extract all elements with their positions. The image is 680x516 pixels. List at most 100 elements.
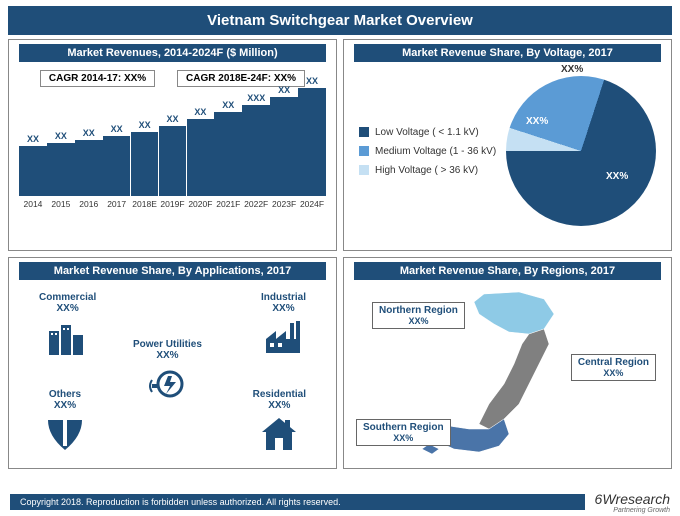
bar-value: XX <box>139 120 151 130</box>
legend-item: High Voltage ( > 36 kV) <box>359 165 496 176</box>
bar-label: 2014 <box>23 199 42 209</box>
pie-label-low: XX% <box>606 171 628 182</box>
app-others: Others XX% <box>44 389 86 455</box>
pie-chart <box>506 76 656 226</box>
logo: 6Wresearch Partnering Growth <box>595 491 670 514</box>
bar-label: 2018E <box>132 199 157 209</box>
bar-item: XX 2019F <box>159 114 187 209</box>
bar <box>159 126 187 196</box>
panel-revenues: Market Revenues, 2014-2024F ($ Million) … <box>8 39 337 251</box>
cagr-2014-17: CAGR 2014-17: XX% <box>40 70 155 87</box>
bar-label: 2023F <box>272 199 296 209</box>
industrial-icon <box>262 316 304 358</box>
bar-item: XX 2015 <box>47 131 75 209</box>
map-label-south: Southern Region XX% <box>356 419 451 446</box>
bar-value: XX <box>306 76 318 86</box>
map-area: Northern Region XX% Central Region XX% S… <box>344 284 671 459</box>
bar-value: XXX <box>247 93 265 103</box>
app-residential-pct: XX% <box>253 400 306 411</box>
legend-item: Low Voltage ( < 1.1 kV) <box>359 127 496 138</box>
bar-label: 2017 <box>107 199 126 209</box>
pie-label-med: XX% <box>526 116 548 127</box>
main-title: Vietnam Switchgear Market Overview <box>8 6 672 35</box>
bar-item: XX 2018E <box>131 120 159 209</box>
power-icon <box>146 363 188 405</box>
bar-label: 2021F <box>216 199 240 209</box>
bar <box>131 132 159 196</box>
app-industrial-label: Industrial <box>261 292 306 303</box>
bar-label: 2020F <box>188 199 212 209</box>
panel-regions-title: Market Revenue Share, By Regions, 2017 <box>354 262 661 280</box>
bar-item: XX 2017 <box>103 124 131 209</box>
voltage-legend: Low Voltage ( < 1.1 kV) Medium Voltage (1… <box>359 119 496 184</box>
app-residential-label: Residential <box>253 389 306 400</box>
app-power: Power Utilities XX% <box>133 339 202 405</box>
copyright-text: Copyright 2018. Reproduction is forbidde… <box>10 494 585 510</box>
legend-label: Medium Voltage (1 - 36 kV) <box>375 146 496 157</box>
bar-item: XXX 2022F <box>242 93 270 209</box>
bar-value: XX <box>111 124 123 134</box>
bar-label: 2016 <box>79 199 98 209</box>
bar-item: XX 2023F <box>270 85 298 209</box>
pie-container: XX% XX% XX% <box>506 76 656 226</box>
bar <box>187 119 215 196</box>
logo-text: 6Wresearch <box>595 491 670 507</box>
app-power-pct: XX% <box>133 350 202 361</box>
bar <box>75 140 103 196</box>
residential-icon <box>258 413 300 455</box>
map-label-north-name: Northern Region <box>379 305 458 316</box>
bar-item: XX 2020F <box>187 107 215 209</box>
bar-chart: XX 2014XX 2015XX 2016XX 2017XX 2018EXX 2… <box>9 89 336 209</box>
bar-item: XX 2016 <box>75 128 103 209</box>
app-power-label: Power Utilities <box>133 339 202 350</box>
bar-value: XX <box>222 100 234 110</box>
bar-value: XX <box>55 131 67 141</box>
bar-value: XX <box>278 85 290 95</box>
bar-label: 2022F <box>244 199 268 209</box>
legend-item: Medium Voltage (1 - 36 kV) <box>359 146 496 157</box>
panel-grid: Market Revenues, 2014-2024F ($ Million) … <box>0 39 680 469</box>
legend-swatch <box>359 146 369 156</box>
bar-value: XX <box>166 114 178 124</box>
app-industrial: Industrial XX% <box>261 292 306 358</box>
app-others-label: Others <box>44 389 86 400</box>
footer: Copyright 2018. Reproduction is forbidde… <box>0 488 680 516</box>
bar-item: XX 2024F <box>298 76 326 209</box>
legend-label: Low Voltage ( < 1.1 kV) <box>375 127 479 138</box>
bar <box>298 88 326 196</box>
others-icon <box>44 413 86 455</box>
app-residential: Residential XX% <box>253 389 306 455</box>
bar <box>19 146 47 196</box>
logo-tagline: Partnering Growth <box>595 507 670 514</box>
applications-area: Commercial XX% Industrial XX% Power Util… <box>9 284 336 459</box>
bar-value: XX <box>194 107 206 117</box>
bar-label: 2019F <box>160 199 184 209</box>
map-label-south-name: Southern Region <box>363 422 444 433</box>
legend-label: High Voltage ( > 36 kV) <box>375 165 478 176</box>
panel-regions: Market Revenue Share, By Regions, 2017 N… <box>343 257 672 469</box>
map-label-north-pct: XX% <box>379 316 458 326</box>
map-label-north: Northern Region XX% <box>372 302 465 329</box>
bar <box>103 136 131 196</box>
map-label-south-pct: XX% <box>363 433 444 443</box>
bar-label: 2024F <box>300 199 324 209</box>
panel-revenues-title: Market Revenues, 2014-2024F ($ Million) <box>19 44 326 62</box>
bar-label: 2015 <box>51 199 70 209</box>
app-commercial-label: Commercial <box>39 292 96 303</box>
panel-voltage: Market Revenue Share, By Voltage, 2017 L… <box>343 39 672 251</box>
bar-item: XX 2021F <box>214 100 242 209</box>
map-label-central: Central Region XX% <box>571 354 656 381</box>
bar-value: XX <box>27 134 39 144</box>
app-commercial: Commercial XX% <box>39 292 96 358</box>
bar <box>47 143 75 196</box>
panel-voltage-title: Market Revenue Share, By Voltage, 2017 <box>354 44 661 62</box>
pie-label-high: XX% <box>561 64 583 75</box>
bar-value: XX <box>83 128 95 138</box>
map-label-central-pct: XX% <box>578 368 649 378</box>
bar <box>214 112 242 196</box>
app-industrial-pct: XX% <box>261 303 306 314</box>
panel-applications-title: Market Revenue Share, By Applications, 2… <box>19 262 326 280</box>
legend-swatch <box>359 127 369 137</box>
app-others-pct: XX% <box>44 400 86 411</box>
app-commercial-pct: XX% <box>39 303 96 314</box>
